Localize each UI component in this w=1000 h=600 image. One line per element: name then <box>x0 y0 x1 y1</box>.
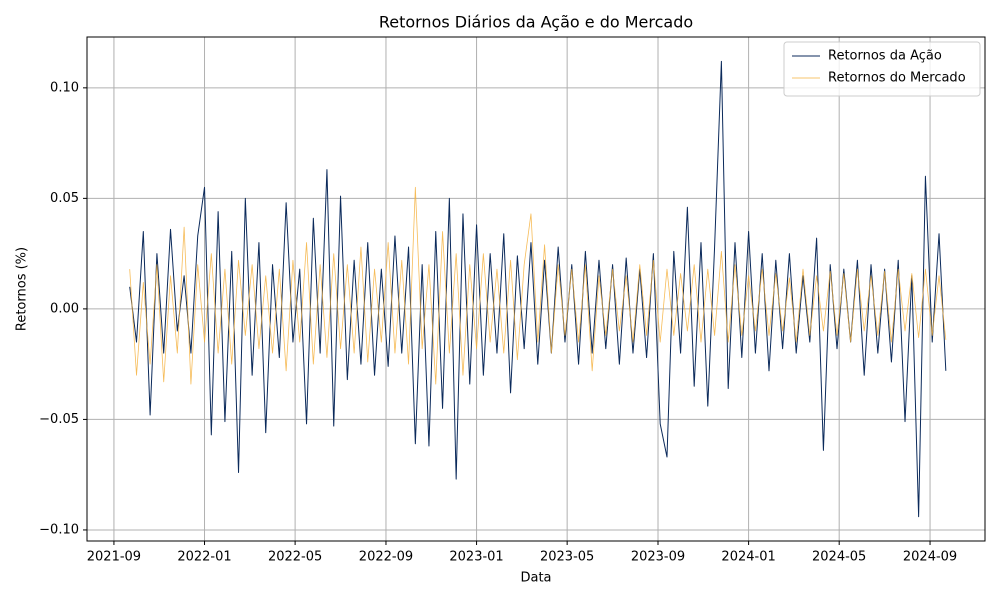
x-tick-label: 2023-09 <box>631 550 685 565</box>
y-axis-label: Retornos (%) <box>15 247 30 331</box>
series-line <box>129 60 947 518</box>
x-tick-label: 2022-01 <box>177 550 231 565</box>
y-tick-label: 0.05 <box>50 191 79 206</box>
x-tick-label: 2024-05 <box>812 550 866 565</box>
x-axis-label: Data <box>520 571 551 586</box>
legend-label: Retornos da Ação <box>828 49 942 64</box>
x-tick-label: 2021-09 <box>87 550 141 565</box>
x-tick-label: 2024-09 <box>903 550 957 565</box>
legend-box <box>783 41 981 97</box>
plot-frame <box>86 36 986 542</box>
x-tick-label: 2023-05 <box>540 550 594 565</box>
y-tick-label: 0.00 <box>50 301 79 316</box>
y-tick-label: 0.10 <box>50 80 79 95</box>
x-tick-label: 2023-01 <box>449 550 503 565</box>
legend-label: Retornos do Mercado <box>828 71 966 86</box>
legend: Retornos da Ação Retornos do Mercado <box>783 41 981 97</box>
y-tick-label: −0.10 <box>39 522 79 537</box>
x-tick-label: 2022-05 <box>268 550 322 565</box>
x-tick-label: 2022-09 <box>359 550 413 565</box>
y-tick-label: −0.05 <box>39 412 79 427</box>
chart-title: Retornos Diários da Ação e do Mercado <box>379 13 693 32</box>
series-line <box>129 186 947 385</box>
x-tick-label: 2024-01 <box>721 550 775 565</box>
